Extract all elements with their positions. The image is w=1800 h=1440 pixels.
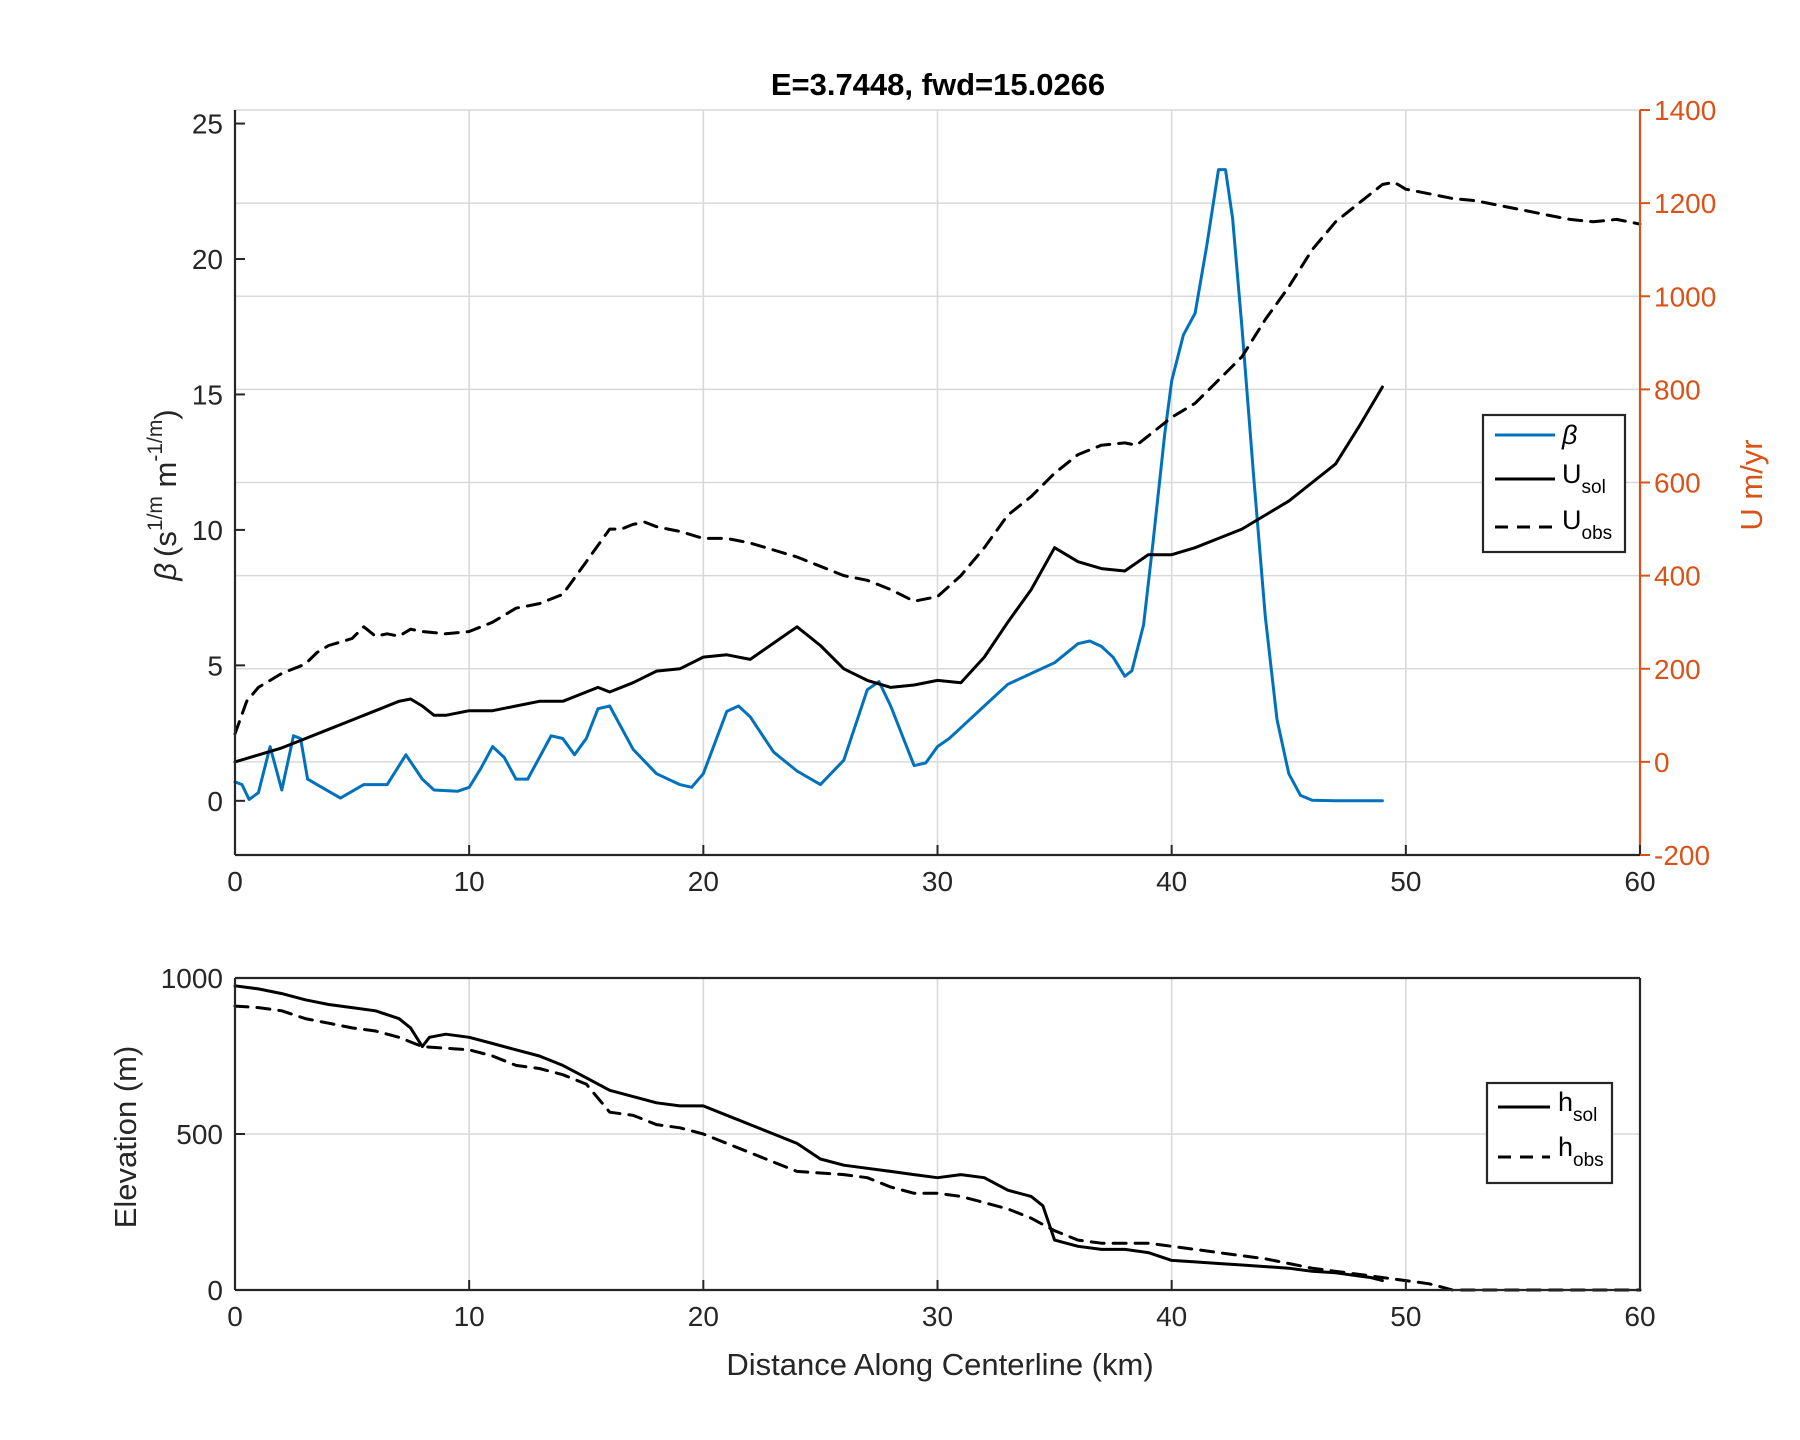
bottom-legend: hsol hobs xyxy=(1485,1081,1614,1185)
ylabel-mid: m xyxy=(148,462,183,496)
x-tick-label: 20 xyxy=(688,866,719,897)
bottom-ticks: 0 10 20 30 40 50 60 0 500 1000 xyxy=(161,963,1656,1332)
series-line-u-obs xyxy=(233,180,1642,736)
top-y2-axis-label: U m/yr xyxy=(1734,439,1769,530)
bottom-x-axis-label: Distance Along Centerline (km) xyxy=(726,1347,1153,1382)
ylabel-sup2: -1/m xyxy=(144,420,167,462)
ylabel-open: (s xyxy=(148,531,183,557)
y2-tick-label: 600 xyxy=(1654,468,1701,499)
legend-label-beta: β xyxy=(1561,420,1577,450)
series-line-h-sol xyxy=(233,984,1384,1283)
y2-tick-label: 0 xyxy=(1654,747,1670,778)
legend-label-uobs: Uobs xyxy=(1562,505,1612,544)
y-tick-label: 0 xyxy=(207,1275,223,1306)
x-tick-label: 60 xyxy=(1624,866,1655,897)
bottom-grid xyxy=(235,977,1640,1291)
y-tick-label: 20 xyxy=(192,244,223,275)
x-tick-label: 0 xyxy=(227,866,243,897)
legend-label-usol: Usol xyxy=(1562,459,1606,498)
series-line-u-sol xyxy=(233,385,1384,764)
top-legend-box xyxy=(1481,413,1627,554)
y-tick-label: 5 xyxy=(207,650,223,681)
legend-label-hobs: hobs xyxy=(1558,1132,1604,1171)
x-tick-label: 40 xyxy=(1156,1301,1187,1332)
ylabel-close: ) xyxy=(148,409,183,419)
x-tick-label: 30 xyxy=(922,866,953,897)
top-y-axis-label: β (s1/m m-1/m) xyxy=(144,409,183,581)
bottom-y-axis-label: Elevation (m) xyxy=(108,1046,143,1229)
top-chart: 0 10 20 30 40 50 600510152025-2000200400600800… xyxy=(144,67,1769,897)
y-tick-label: 25 xyxy=(192,109,223,140)
x-tick-label: 60 xyxy=(1624,1301,1655,1332)
y2-tick-label: 1200 xyxy=(1654,188,1716,219)
x-tick-label: 0 xyxy=(227,1301,243,1332)
top-series xyxy=(233,168,1642,803)
x-tick-label: 10 xyxy=(454,866,485,897)
x-tick-label: 50 xyxy=(1390,1301,1421,1332)
y-tick-label: 0 xyxy=(207,786,223,817)
chart-title: E=3.7448, fwd=15.0266 xyxy=(771,67,1105,102)
top-grid xyxy=(235,109,1640,856)
x-tick-label: 10 xyxy=(454,1301,485,1332)
x-tick-label: 30 xyxy=(922,1301,953,1332)
bottom-chart: 0 10 20 30 40 50 60 0 500 1000 Elevation (m) Dist… xyxy=(108,963,1656,1382)
ylabel-sup1: 1/m xyxy=(144,496,167,531)
y-tick-label: 1000 xyxy=(161,963,223,994)
x-tick-label: 50 xyxy=(1390,866,1421,897)
y2-tick-label: 200 xyxy=(1654,654,1701,685)
bottom-legend-box xyxy=(1485,1081,1614,1185)
top-ticks: 0 10 20 30 40 50 600510152025-2000200400600800… xyxy=(192,95,1716,897)
series-line-β xyxy=(233,168,1384,803)
top-legend: β Usol Uobs xyxy=(1481,413,1627,554)
y2-tick-label: 1000 xyxy=(1654,281,1716,312)
legend-label-hsol: hsol xyxy=(1558,1087,1597,1126)
y2-tick-label: -200 xyxy=(1654,840,1710,871)
y2-tick-label: 400 xyxy=(1654,561,1701,592)
beta-symbol: β xyxy=(148,563,183,582)
y2-tick-label: 1400 xyxy=(1654,95,1716,126)
x-tick-label: 40 xyxy=(1156,866,1187,897)
y-tick-label: 10 xyxy=(192,515,223,546)
y-tick-label: 15 xyxy=(192,379,223,410)
x-tick-label: 20 xyxy=(688,1301,719,1332)
y-tick-label: 500 xyxy=(176,1119,223,1150)
y2-tick-label: 800 xyxy=(1654,374,1701,405)
